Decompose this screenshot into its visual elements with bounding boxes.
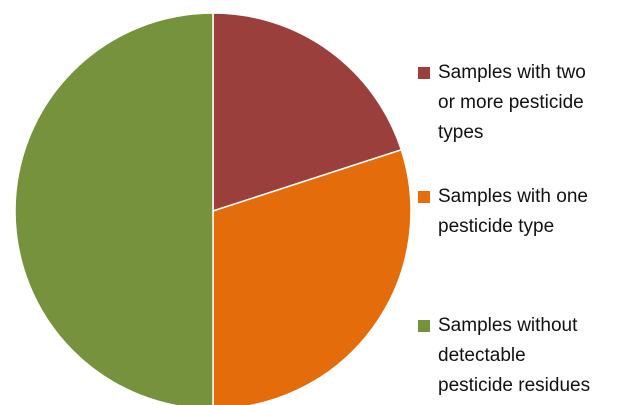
pie-slice-one — [212, 148, 412, 405]
legend-swatch-one — [418, 191, 430, 203]
legend-swatch-without — [418, 320, 430, 332]
pie-slice-two-or-more — [212, 12, 403, 213]
legend-item-without: Samples without detectable pesticide res… — [418, 311, 633, 401]
pie-slice-without — [14, 12, 214, 405]
legend-item-two-or-more: Samples with two or more pesticide types — [418, 58, 633, 148]
legend-swatch-two-or-more — [418, 67, 430, 79]
legend-label-two-or-more: Samples with two or more pesticide types — [438, 62, 586, 143]
legend-label-without: Samples without detectable pesticide res… — [438, 315, 591, 396]
legend-label-one: Samples with one pesticide type — [438, 186, 588, 237]
legend-item-one: Samples with one pesticide type — [418, 182, 633, 242]
